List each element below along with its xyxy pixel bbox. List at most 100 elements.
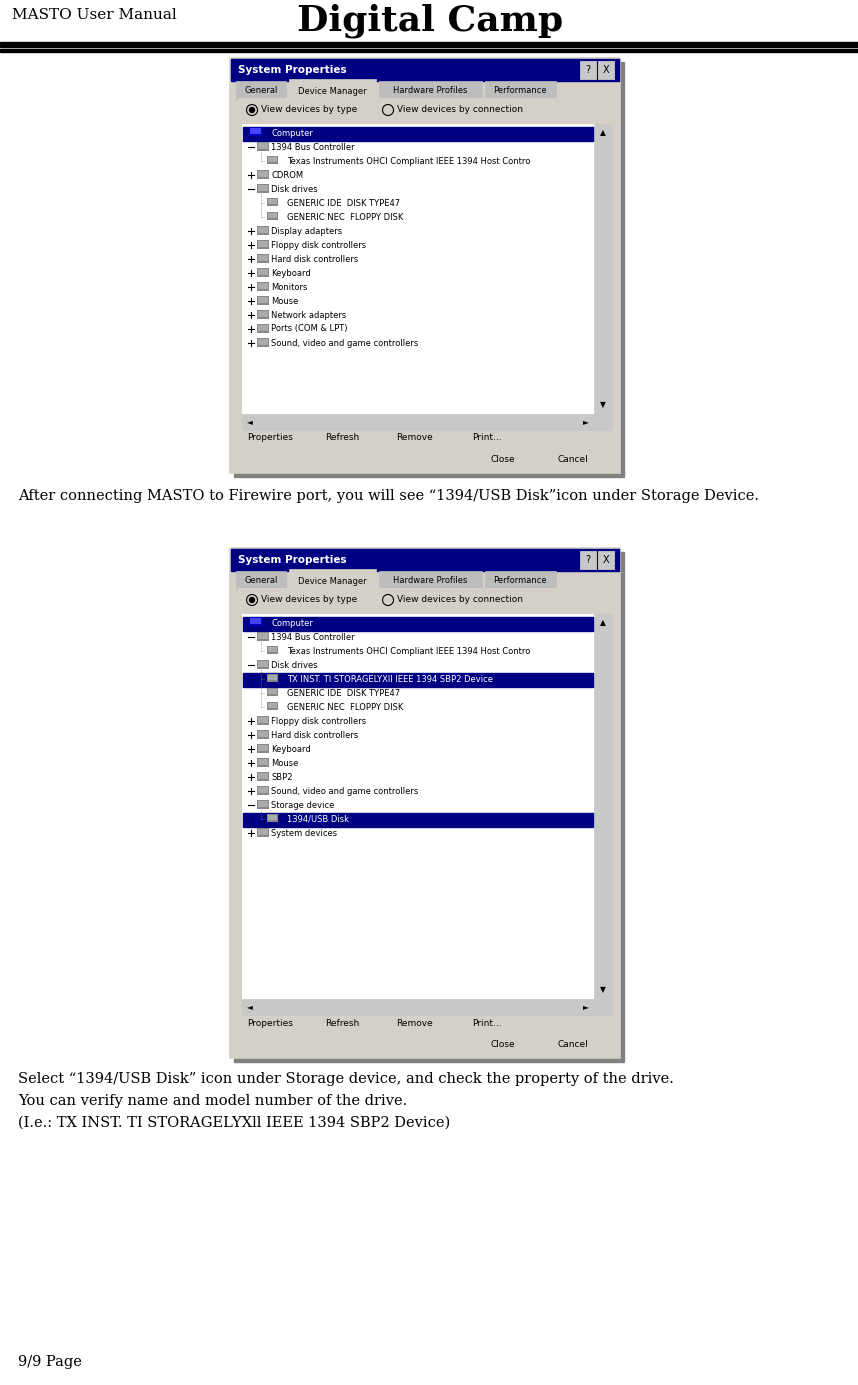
- Bar: [246, 633, 255, 643]
- Bar: [257, 758, 269, 767]
- Bar: [246, 801, 255, 810]
- Text: Hard disk controllers: Hard disk controllers: [271, 255, 359, 263]
- Bar: [0, 48, 858, 53]
- Bar: [258, 312, 268, 317]
- Text: Remove: Remove: [396, 1018, 433, 1028]
- Text: After connecting MASTO to Firewire port, you will see “1394/USB Disk”icon under : After connecting MASTO to Firewire port,…: [18, 489, 759, 503]
- Bar: [598, 61, 614, 79]
- Bar: [540, 452, 606, 468]
- Text: Cancel: Cancel: [558, 1040, 589, 1048]
- Bar: [267, 674, 278, 681]
- Text: (I.e.: TX INST. TI STORAGELYXll IEEE 1394 SBP2 Device): (I.e.: TX INST. TI STORAGELYXll IEEE 139…: [18, 1116, 450, 1130]
- Text: Texas Instruments OHCI Compliant IEEE 1394 Host Contro: Texas Instruments OHCI Compliant IEEE 13…: [287, 647, 530, 655]
- Circle shape: [383, 104, 394, 115]
- Bar: [236, 571, 287, 590]
- Bar: [246, 227, 255, 235]
- Text: Sound, video and game controllers: Sound, video and game controllers: [271, 787, 418, 795]
- Text: ▲: ▲: [600, 619, 606, 627]
- Text: Hard disk controllers: Hard disk controllers: [271, 730, 359, 740]
- Text: ▲: ▲: [600, 129, 606, 137]
- Circle shape: [383, 594, 394, 605]
- Circle shape: [246, 104, 257, 115]
- Text: ◄: ◄: [247, 1003, 253, 1011]
- Bar: [258, 801, 268, 807]
- Text: Device Manager: Device Manager: [299, 87, 367, 96]
- Bar: [258, 325, 268, 331]
- Bar: [234, 62, 624, 476]
- Text: View devices by connection: View devices by connection: [397, 596, 523, 604]
- Bar: [540, 1036, 606, 1053]
- Circle shape: [250, 597, 255, 602]
- Text: SBP2: SBP2: [271, 773, 293, 781]
- Bar: [250, 127, 261, 134]
- Bar: [246, 745, 255, 753]
- Bar: [258, 661, 268, 668]
- Text: Device Manager: Device Manager: [299, 578, 367, 586]
- Bar: [0, 42, 858, 47]
- Text: GENERIC IDE  DISK TYPE47: GENERIC IDE DISK TYPE47: [287, 688, 400, 698]
- Text: Digital Camp: Digital Camp: [297, 4, 563, 39]
- Text: X: X: [602, 65, 609, 75]
- Bar: [236, 80, 287, 100]
- Bar: [580, 551, 596, 569]
- Bar: [257, 771, 269, 781]
- Bar: [242, 125, 594, 414]
- Bar: [267, 157, 278, 163]
- Bar: [257, 632, 269, 641]
- Text: CDROM: CDROM: [271, 170, 303, 180]
- Bar: [257, 269, 269, 277]
- Text: System devices: System devices: [271, 828, 337, 838]
- Text: GENERIC NEC  FLOPPY DISK: GENERIC NEC FLOPPY DISK: [287, 212, 403, 222]
- Text: System Properties: System Properties: [238, 555, 347, 565]
- Bar: [268, 688, 277, 694]
- Bar: [246, 296, 255, 306]
- Bar: [454, 429, 519, 447]
- Text: Computer: Computer: [271, 129, 313, 137]
- Bar: [257, 744, 269, 753]
- Bar: [267, 702, 278, 711]
- Text: Ports (COM & LPT): Ports (COM & LPT): [271, 324, 347, 334]
- Text: ►: ►: [583, 417, 589, 427]
- Bar: [258, 143, 268, 150]
- Bar: [238, 429, 303, 447]
- Bar: [258, 731, 268, 737]
- Bar: [379, 80, 481, 100]
- Text: View devices by type: View devices by type: [261, 596, 357, 604]
- Bar: [257, 801, 269, 809]
- Text: 1394 Bus Controller: 1394 Bus Controller: [271, 143, 354, 151]
- Bar: [594, 614, 612, 999]
- Circle shape: [250, 108, 255, 112]
- Bar: [257, 296, 269, 305]
- Bar: [267, 688, 278, 697]
- Bar: [257, 170, 269, 179]
- Bar: [246, 143, 255, 152]
- Bar: [246, 269, 255, 278]
- Text: Computer: Computer: [271, 619, 313, 627]
- Bar: [258, 830, 268, 835]
- Text: GENERIC IDE  DISK TYPE47: GENERIC IDE DISK TYPE47: [287, 198, 400, 208]
- Bar: [267, 645, 278, 654]
- Bar: [246, 283, 255, 292]
- Bar: [485, 80, 556, 100]
- Bar: [243, 673, 593, 687]
- Bar: [238, 98, 612, 422]
- Text: You can verify name and model number of the drive.: You can verify name and model number of …: [18, 1094, 408, 1108]
- Bar: [268, 157, 277, 162]
- Text: Display adapters: Display adapters: [271, 227, 342, 235]
- Text: Floppy disk controllers: Floppy disk controllers: [271, 241, 366, 249]
- Bar: [257, 253, 269, 263]
- Bar: [382, 1014, 447, 1032]
- Text: Texas Instruments OHCI Compliant IEEE 1394 Host Contro: Texas Instruments OHCI Compliant IEEE 13…: [287, 157, 530, 165]
- Text: X: X: [602, 555, 609, 565]
- Text: Hardware Profiles: Hardware Profiles: [393, 576, 468, 584]
- Bar: [267, 212, 278, 220]
- Text: ►: ►: [583, 1003, 589, 1011]
- Text: Properties: Properties: [248, 434, 293, 442]
- Bar: [234, 553, 624, 1062]
- Bar: [246, 312, 255, 320]
- Bar: [257, 661, 269, 669]
- Text: Properties: Properties: [248, 1018, 293, 1028]
- Bar: [230, 548, 620, 1058]
- Bar: [257, 787, 269, 795]
- Bar: [472, 452, 534, 468]
